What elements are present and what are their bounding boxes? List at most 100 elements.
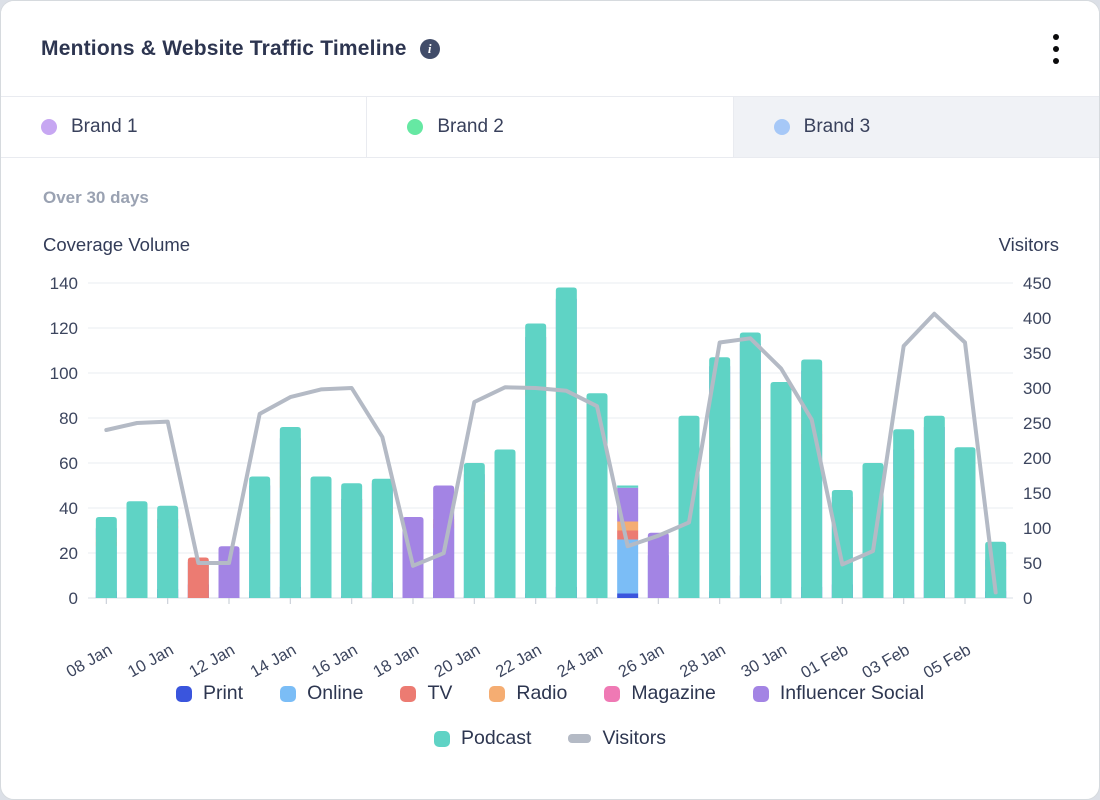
right-axis-title: Visitors — [998, 234, 1059, 255]
legend-item-visitors[interactable]: Visitors — [568, 727, 666, 750]
legend-item-online[interactable]: Online — [280, 682, 363, 705]
legend-swatch-podcast — [433, 730, 450, 747]
bar-stack-20-jan[interactable] — [463, 463, 485, 598]
right-axis-tick-labels: 0 50 100 150 200 250 300 350 400 450 — [1023, 274, 1051, 608]
bar-stack-04-feb[interactable] — [923, 415, 945, 598]
gridlines — [88, 282, 1013, 599]
svg-text:140: 140 — [50, 274, 78, 293]
widget-title: Mentions & Website Traffic Timeline — [41, 36, 407, 60]
legend-item-radio[interactable]: Radio — [489, 682, 567, 705]
legend-label: Print — [202, 682, 244, 704]
legend-item-print[interactable]: Print — [175, 682, 244, 705]
bar-stack-23-jan[interactable] — [555, 287, 577, 599]
tab-brand-3[interactable]: Brand 3 — [733, 97, 1099, 157]
svg-text:100: 100 — [50, 364, 78, 383]
legend-label: TV — [427, 682, 453, 704]
x-axis-labels: 08 Jan 10 Jan 12 Jan 14 Jan 16 Jan 18 Jan 20 J… — [63, 598, 974, 682]
bar-stack-05-feb[interactable] — [954, 447, 976, 598]
left-axis-title: Coverage Volume — [43, 234, 191, 255]
bar-stack-29-jan[interactable] — [739, 332, 761, 599]
svg-text:28 Jan: 28 Jan — [677, 641, 729, 681]
bar-stack-18-jan[interactable] — [402, 517, 424, 598]
bar-stack-08-jan[interactable] — [95, 517, 117, 598]
bar-stack-30-jan[interactable] — [770, 382, 792, 598]
brand-1-color-dot — [41, 119, 57, 135]
bar-stack-03-feb[interactable] — [893, 429, 915, 598]
bar-stack-02-feb[interactable] — [862, 463, 884, 598]
svg-text:18 Jan: 18 Jan — [370, 641, 422, 681]
legend-swatch-visitors — [568, 734, 592, 743]
legend-swatch-magazine — [604, 685, 621, 702]
bar-stack-09-jan[interactable] — [126, 501, 148, 598]
svg-text:26 Jan: 26 Jan — [615, 641, 667, 681]
svg-text:50: 50 — [1023, 554, 1042, 573]
bar-stack-13-jan[interactable] — [249, 476, 271, 599]
legend-item-podcast[interactable]: Podcast — [433, 727, 532, 750]
bar-stack-01-feb[interactable] — [831, 490, 853, 598]
legend-label: Podcast — [460, 727, 532, 749]
bars-group[interactable] — [95, 287, 1007, 599]
legend-item-magazine[interactable]: Magazine — [604, 682, 716, 705]
bar-stack-14-jan[interactable] — [279, 427, 301, 598]
bar-stack-26-jan[interactable] — [647, 532, 669, 598]
svg-text:40: 40 — [59, 499, 78, 518]
legend-label: Radio — [516, 682, 568, 704]
svg-text:05 Feb: 05 Feb — [921, 641, 974, 682]
legend-swatch-tv — [400, 685, 417, 702]
bar-stack-19-jan[interactable] — [433, 485, 455, 599]
svg-text:22 Jan: 22 Jan — [493, 641, 545, 681]
svg-text:0: 0 — [69, 589, 78, 608]
legend-label: Online — [307, 682, 364, 704]
svg-text:16 Jan: 16 Jan — [309, 641, 361, 681]
svg-text:10 Jan: 10 Jan — [125, 641, 177, 681]
widget-header: Mentions & Website Traffic Timeline i — [1, 1, 1099, 96]
bar-stack-16-jan[interactable] — [341, 483, 363, 598]
svg-text:24 Jan: 24 Jan — [554, 641, 606, 681]
legend-label: Magazine — [631, 682, 716, 704]
bar-stack-17-jan[interactable] — [371, 478, 393, 598]
bar-stack-11-jan[interactable] — [187, 557, 209, 599]
svg-text:300: 300 — [1023, 379, 1051, 398]
tab-brand-2-label: Brand 2 — [437, 116, 504, 137]
svg-text:30 Jan: 30 Jan — [738, 641, 790, 681]
bar-stack-15-jan[interactable] — [310, 476, 332, 599]
bar-stack-21-jan[interactable] — [494, 449, 516, 599]
visitors-line[interactable] — [104, 311, 998, 595]
left-axis-tick-labels: 0 20 40 60 80 100 120 140 — [50, 274, 78, 608]
svg-text:08 Jan: 08 Jan — [63, 641, 115, 681]
tab-brand-1-label: Brand 1 — [71, 116, 138, 137]
legend-label: Influencer Social — [779, 682, 925, 704]
svg-text:80: 80 — [59, 409, 78, 428]
legend-swatch-radio — [489, 685, 506, 702]
kebab-menu-icon[interactable] — [1047, 28, 1065, 70]
bar-stack-10-jan[interactable] — [157, 505, 179, 598]
bar-stack-06-feb[interactable] — [985, 541, 1007, 598]
svg-text:14 Jan: 14 Jan — [247, 641, 299, 681]
svg-text:200: 200 — [1023, 449, 1051, 468]
info-icon[interactable]: i — [419, 38, 440, 59]
svg-text:350: 350 — [1023, 344, 1051, 363]
legend-row-1: Print Online TV Radio Magazine Influencer Soc… — [1, 682, 1099, 705]
brand-tabs: Brand 1 Brand 2 Brand 3 — [1, 96, 1099, 158]
bar-stack-27-jan[interactable] — [678, 415, 700, 598]
bar-stack-24-jan[interactable] — [586, 393, 608, 598]
bar-stack-25-jan[interactable] — [617, 485, 639, 599]
legend-item-influencer-social[interactable]: Influencer Social — [752, 682, 925, 705]
bar-stack-28-jan[interactable] — [709, 357, 731, 598]
svg-text:400: 400 — [1023, 309, 1051, 328]
tab-brand-2[interactable]: Brand 2 — [367, 97, 734, 157]
bar-stack-31-jan[interactable] — [801, 359, 823, 599]
bar-stack-12-jan[interactable] — [218, 546, 240, 598]
svg-text:100: 100 — [1023, 519, 1051, 538]
legend-item-tv[interactable]: TV — [400, 682, 452, 705]
tab-brand-1[interactable]: Brand 1 — [1, 97, 368, 157]
legend-swatch-online — [280, 685, 297, 702]
legend-row-2: Podcast Visitors — [1, 727, 1099, 750]
legend-label: Visitors — [602, 727, 667, 749]
bar-stack-22-jan[interactable] — [525, 323, 547, 599]
svg-text:12 Jan: 12 Jan — [186, 641, 238, 681]
svg-text:120: 120 — [50, 319, 78, 338]
svg-text:20: 20 — [59, 544, 78, 563]
svg-text:150: 150 — [1023, 484, 1051, 503]
